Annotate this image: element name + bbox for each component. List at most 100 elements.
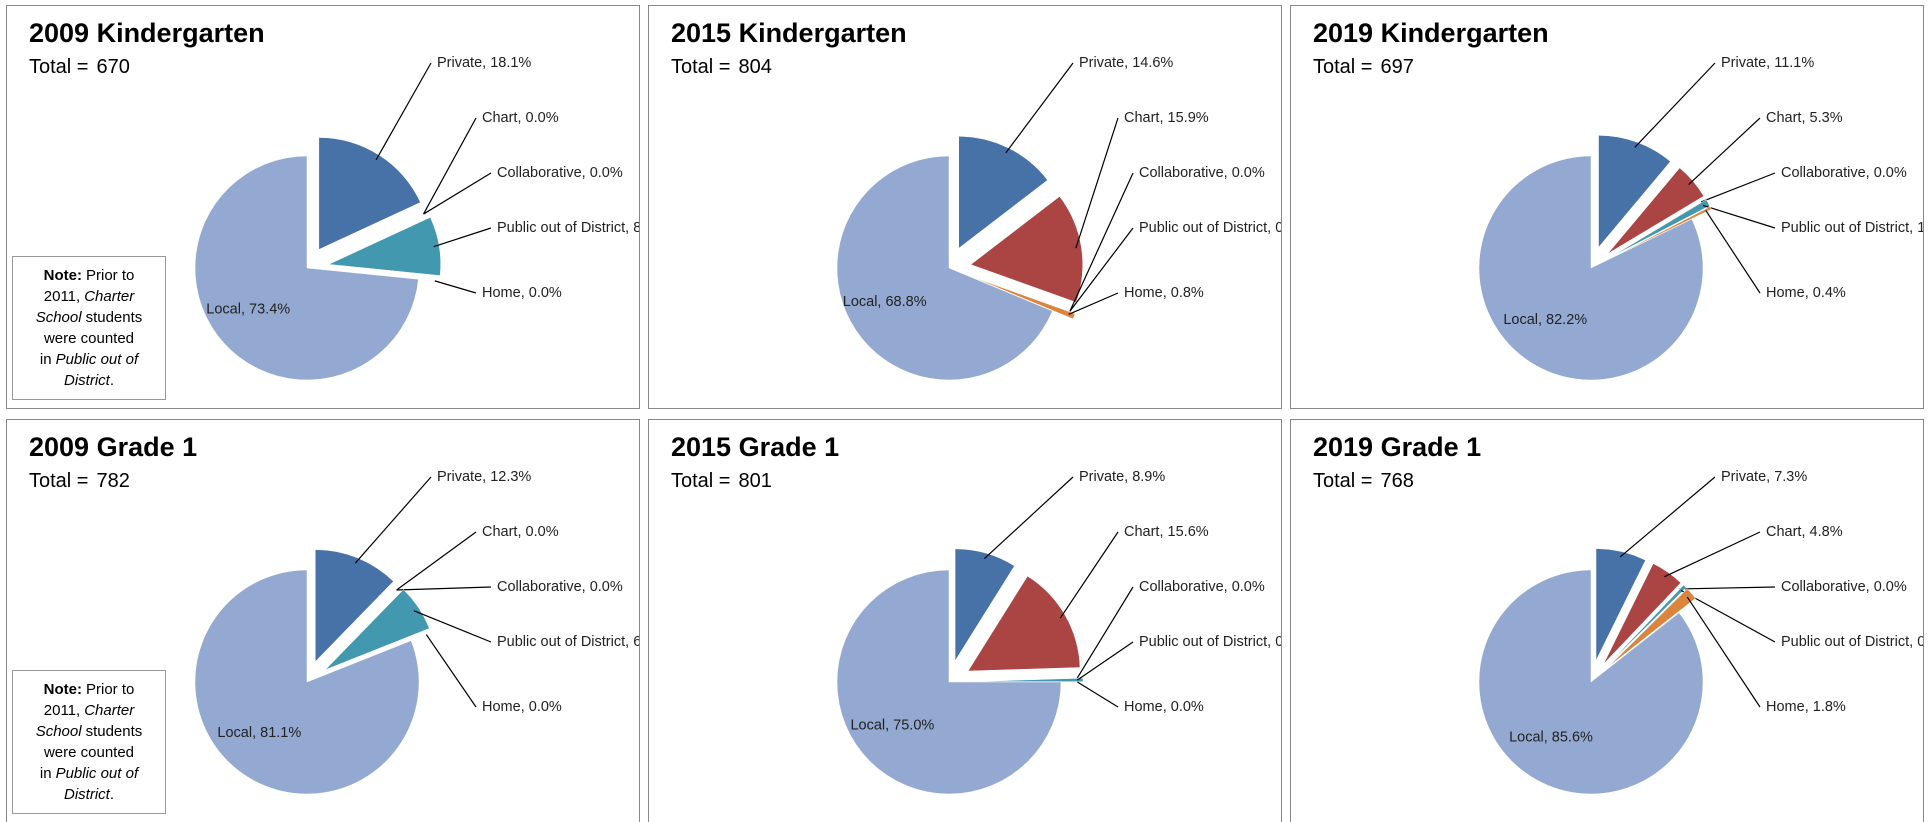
data-label: Private, 12.3% xyxy=(437,469,531,485)
label-separator: , xyxy=(482,469,490,485)
leader-line xyxy=(422,117,477,215)
category-name: Public out of District xyxy=(1139,634,1267,650)
leader-line xyxy=(984,476,1074,560)
pie-slice xyxy=(315,549,394,663)
total: Total = 804 xyxy=(671,56,772,79)
data-label: Home, 1.8% xyxy=(1766,699,1846,715)
total-label: Total = xyxy=(671,56,731,78)
pie-slice xyxy=(325,589,430,671)
pie-slice xyxy=(1478,155,1704,381)
category-name: Home xyxy=(1124,699,1163,715)
pie-slice xyxy=(1598,135,1671,249)
pie-slice xyxy=(194,155,419,381)
category-name: Private xyxy=(1721,55,1766,71)
value-label: 11.1% xyxy=(1774,55,1814,71)
pie-slice xyxy=(326,211,429,259)
value-label: 14.6% xyxy=(1132,55,1173,71)
category-name: Home xyxy=(1766,285,1805,301)
leader-line xyxy=(1076,586,1134,679)
value-label: 0.0% xyxy=(529,285,562,301)
value-label: 0.0% xyxy=(590,165,623,181)
leader-line xyxy=(1075,117,1119,249)
pie-slice xyxy=(1603,563,1682,665)
total: Total = 670 xyxy=(29,56,130,79)
value-label: 8.5% xyxy=(633,220,639,236)
chart-title: 2015 Kindergarten xyxy=(671,18,907,48)
leader-line xyxy=(1680,589,1776,643)
label-separator: , xyxy=(1544,729,1552,745)
label-separator: , xyxy=(1224,579,1232,595)
category-name: Collaborative xyxy=(497,165,582,181)
chart-panel: Private, 7.3% Chart, 4.8% Collaborative, 0… xyxy=(1290,419,1924,822)
value-label: 0.8% xyxy=(1171,285,1204,301)
leader-line xyxy=(1077,681,1119,708)
note-text: Charter School xyxy=(35,702,135,740)
data-label: Home, 0.0% xyxy=(482,285,562,301)
label-separator: , xyxy=(1163,285,1171,301)
category-name: Public out of District xyxy=(1139,220,1267,236)
note-text: Prior to 2011, xyxy=(43,681,135,719)
leader-line xyxy=(1634,62,1716,148)
note-text: Prior to 2011, xyxy=(43,267,135,305)
value-label: 68.8% xyxy=(885,294,926,310)
pie-slice xyxy=(836,155,1053,381)
value-label: 0.0% xyxy=(1232,165,1265,181)
total-value: 801 xyxy=(738,470,772,492)
data-label: Chart, 0.0% xyxy=(482,524,559,540)
total: Total = 697 xyxy=(1313,56,1414,79)
label-separator: , xyxy=(582,165,590,181)
data-label: Public out of District, 8.5% xyxy=(497,220,639,236)
category-name: Home xyxy=(1766,699,1805,715)
label-separator: , xyxy=(1766,469,1774,485)
value-label: 1.8% xyxy=(1813,699,1846,715)
label-separator: , xyxy=(1909,220,1917,236)
category-name: Private xyxy=(437,55,482,71)
label-separator: , xyxy=(1124,55,1132,71)
data-label: Home, 0.0% xyxy=(1124,699,1204,715)
category-name: Collaborative xyxy=(1781,165,1866,181)
chart-title: 2009 Grade 1 xyxy=(29,432,198,462)
pie-chart: Private, 14.6% Chart, 15.9% Collaborative,… xyxy=(836,55,1281,381)
pie-slice xyxy=(1610,206,1712,259)
note: Note: Prior to 2011, Charter School student… xyxy=(12,256,166,400)
leader-line xyxy=(396,531,477,591)
label-separator: , xyxy=(521,699,529,715)
label-separator: , xyxy=(1866,579,1874,595)
label-separator: , xyxy=(1909,634,1917,650)
label-separator: , xyxy=(1538,312,1546,328)
label-separator: , xyxy=(252,725,260,741)
data-label: Local, 85.6% xyxy=(1509,729,1593,745)
label-separator: , xyxy=(241,301,249,317)
label-separator: , xyxy=(877,294,885,310)
pie-slice xyxy=(1610,199,1711,258)
data-label: Private, 14.6% xyxy=(1079,55,1173,71)
leader-line xyxy=(1679,586,1776,590)
chart-panel: Private, 8.9% Chart, 15.6% Collaborative, … xyxy=(648,419,1282,822)
leader-line xyxy=(434,280,477,294)
category-name: Local xyxy=(217,725,252,741)
data-label: Public out of District, 0.5% xyxy=(1139,634,1281,650)
value-label: 18.1% xyxy=(490,55,531,71)
data-label: Chart, 15.6% xyxy=(1124,524,1209,540)
category-name: Local xyxy=(206,301,241,317)
label-separator: , xyxy=(1159,110,1167,126)
category-name: Local xyxy=(1509,729,1544,745)
category-name: Chart xyxy=(1766,110,1801,126)
data-label: Collaborative, 0.0% xyxy=(1781,579,1907,595)
total-label: Total = xyxy=(1313,470,1373,492)
category-name: Private xyxy=(437,469,482,485)
pie-chart: Private, 12.3%Chart, 0.0%Collaborative, … xyxy=(194,469,639,795)
chart-title: 2019 Kindergarten xyxy=(1313,18,1549,48)
value-label: 0.0% xyxy=(1874,579,1907,595)
category-name: Collaborative xyxy=(1781,579,1866,595)
pie-chart: Private, 8.9% Chart, 15.6% Collaborative, … xyxy=(836,469,1281,795)
data-label: Local, 75.0% xyxy=(850,717,934,733)
data-label: Home, 0.8% xyxy=(1124,285,1204,301)
data-label: Collaborative, 0.0% xyxy=(1139,579,1265,595)
pie-slice xyxy=(1595,548,1646,661)
total-value: 804 xyxy=(738,56,772,78)
data-label: Local, 68.8% xyxy=(843,294,927,310)
pie-slice xyxy=(836,569,1062,795)
total: Total = 768 xyxy=(1313,470,1414,493)
data-label: Public out of District, 0.5% xyxy=(1781,634,1923,650)
